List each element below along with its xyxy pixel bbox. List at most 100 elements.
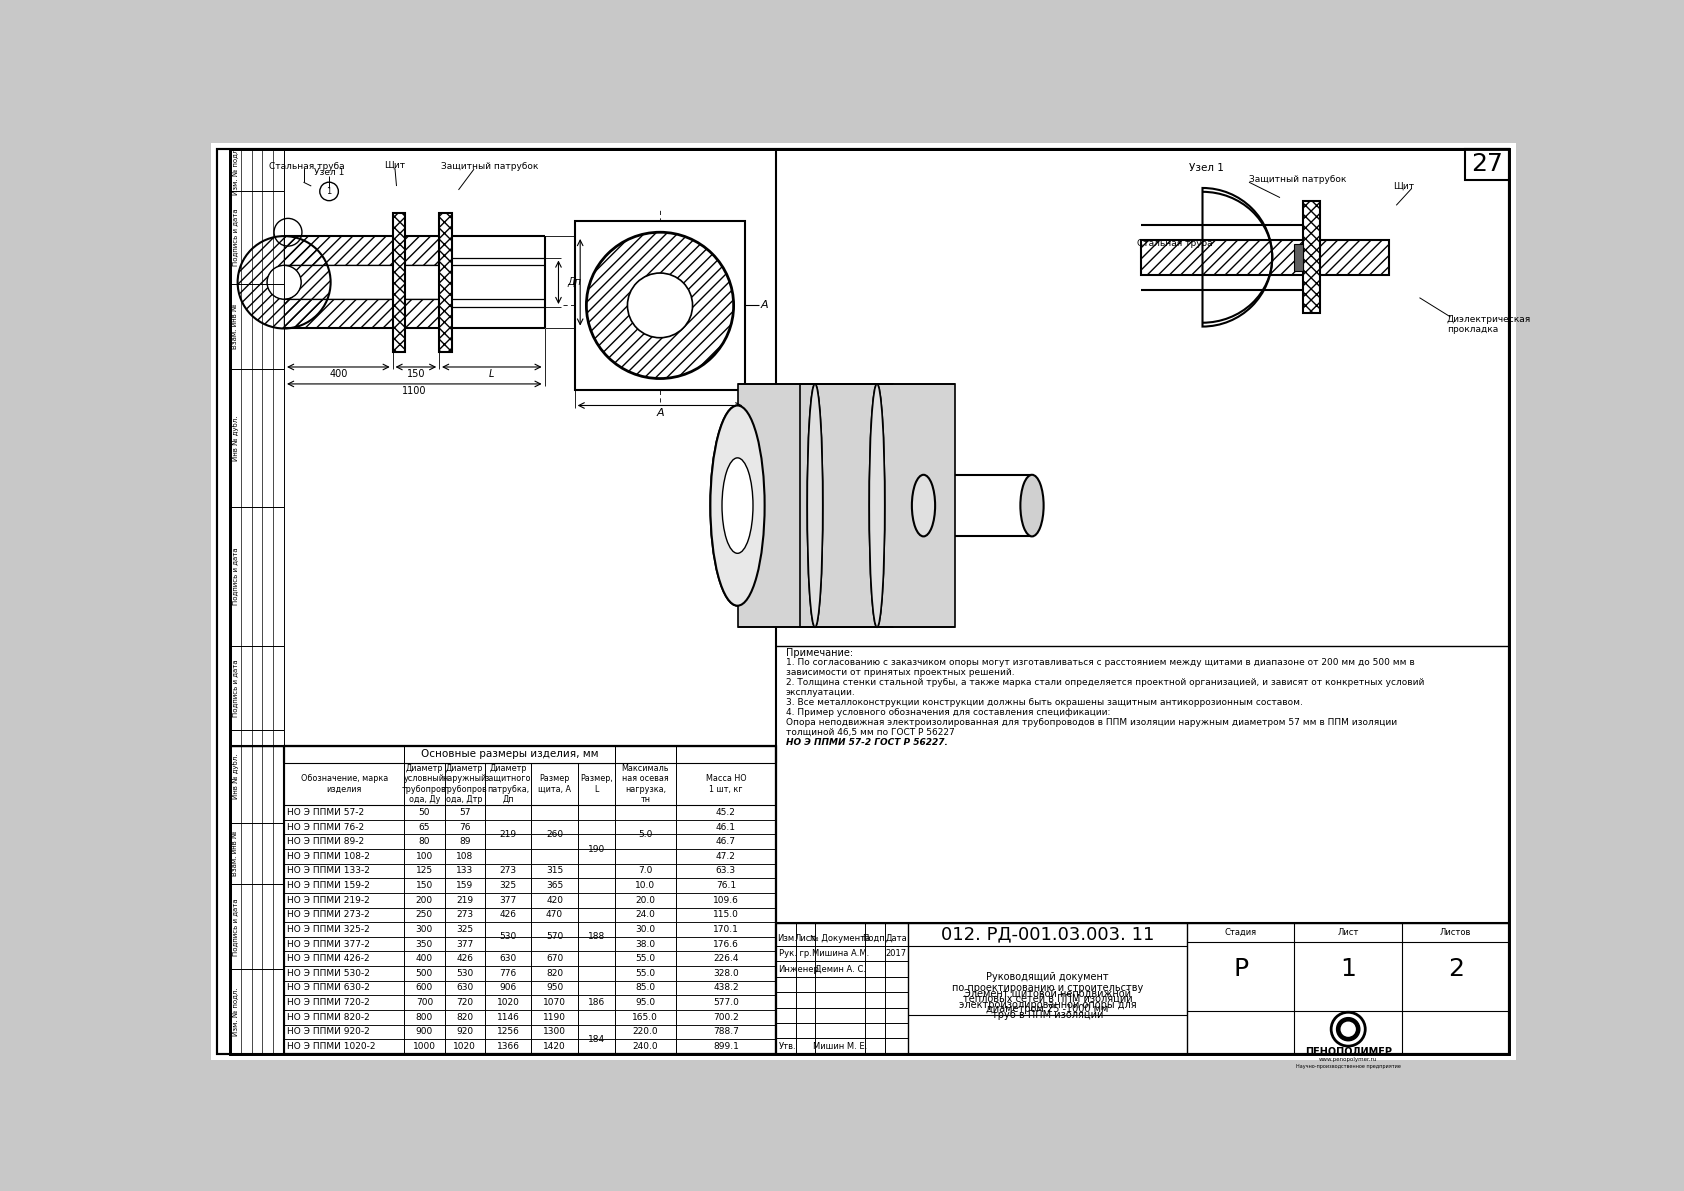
- Ellipse shape: [711, 405, 765, 606]
- Text: 190: 190: [588, 844, 605, 854]
- Text: НО Э ППМИ 219-2: НО Э ППМИ 219-2: [288, 896, 370, 905]
- Text: 30.0: 30.0: [635, 925, 655, 934]
- Text: 65: 65: [419, 823, 429, 831]
- Bar: [1465, 149, 1509, 180]
- Text: Диэлектрическая
прокладка: Диэлектрическая прокладка: [1447, 314, 1531, 335]
- Text: 260: 260: [546, 830, 562, 838]
- Text: 89: 89: [460, 837, 470, 846]
- Text: 1070: 1070: [544, 998, 566, 1008]
- Text: 250: 250: [416, 910, 433, 919]
- Text: 012. РД-001.03.003. 11: 012. РД-001.03.003. 11: [941, 925, 1154, 943]
- Text: НО Э ППМИ 159-2: НО Э ППМИ 159-2: [288, 881, 370, 890]
- Text: 1256: 1256: [497, 1028, 520, 1036]
- Circle shape: [628, 273, 692, 338]
- Text: Утв.: Утв.: [778, 1042, 797, 1050]
- Text: 700: 700: [416, 998, 433, 1008]
- Circle shape: [1337, 1017, 1359, 1041]
- Text: Щит: Щит: [1393, 181, 1415, 191]
- Text: 176.6: 176.6: [712, 940, 739, 948]
- Ellipse shape: [896, 405, 951, 606]
- Text: 63.3: 63.3: [716, 867, 736, 875]
- Text: Узел 1: Узел 1: [313, 168, 344, 177]
- Text: НО Э ППМИ 426-2: НО Э ППМИ 426-2: [288, 954, 370, 964]
- Text: Опора неподвижная электроизолированная для трубопроводов в ППМ изоляции наружным: Опора неподвижная электроизолированная д…: [785, 718, 1396, 728]
- Bar: [231, 730, 285, 823]
- Text: 55.0: 55.0: [635, 954, 655, 964]
- Text: 470: 470: [546, 910, 562, 919]
- Bar: [231, 646, 285, 730]
- Bar: [776, 923, 1509, 1054]
- Bar: [1293, 244, 1303, 270]
- Text: № Документа: № Документа: [810, 934, 871, 943]
- Bar: [406, 236, 440, 266]
- Ellipse shape: [722, 457, 753, 554]
- Bar: [285, 746, 776, 1054]
- Text: 24.0: 24.0: [635, 910, 655, 919]
- Text: НО Э ППМИ 720-2: НО Э ППМИ 720-2: [288, 998, 370, 1008]
- Text: Элемент щитовой неподвижной: Элемент щитовой неподвижной: [963, 989, 1132, 999]
- Text: 899.1: 899.1: [712, 1042, 739, 1050]
- Text: 400: 400: [328, 369, 347, 379]
- Text: НО Э ППМИ 89-2: НО Э ППМИ 89-2: [288, 837, 364, 846]
- Text: 315: 315: [546, 867, 562, 875]
- Text: 950: 950: [546, 984, 562, 992]
- Text: Максималь
ная осевая
нагрузка,
тн: Максималь ная осевая нагрузка, тн: [621, 763, 669, 804]
- Bar: [231, 283, 285, 368]
- Text: 1. По согласованию с заказчиком опоры могут изготавливаться с расстоянием между : 1. По согласованию с заказчиком опоры мо…: [785, 659, 1415, 667]
- Bar: [285, 746, 776, 1054]
- Text: 125: 125: [416, 867, 433, 875]
- Text: 115.0: 115.0: [712, 910, 739, 919]
- Text: Дата: Дата: [886, 934, 908, 943]
- Text: Подпись и дата: Подпись и дата: [232, 208, 239, 267]
- Text: НО Э ППМИ 57-2 ГОСТ Р 56227.: НО Э ППМИ 57-2 ГОСТ Р 56227.: [785, 738, 948, 747]
- Text: 226.4: 226.4: [712, 954, 739, 964]
- Text: 670: 670: [546, 954, 562, 964]
- Text: 219: 219: [456, 896, 473, 905]
- Text: по проектированию и строительству: по проектированию и строительству: [951, 983, 1143, 992]
- Text: 1: 1: [1340, 958, 1356, 981]
- Text: 720: 720: [456, 998, 473, 1008]
- Text: Руководящий документ: Руководящий документ: [987, 972, 1108, 981]
- Text: 350: 350: [416, 940, 433, 948]
- Text: А: А: [761, 300, 768, 311]
- Text: 420: 420: [546, 896, 562, 905]
- Text: 600: 600: [416, 984, 433, 992]
- Text: Лист: Лист: [1337, 928, 1359, 937]
- Bar: [392, 213, 406, 351]
- Bar: [231, 885, 285, 969]
- Text: Инв № дубл.: Инв № дубл.: [232, 754, 239, 799]
- Text: www.penopolymer.ru: www.penopolymer.ru: [1319, 1058, 1378, 1062]
- Text: 906: 906: [500, 984, 517, 992]
- Text: НО Э ППМИ 377-2: НО Э ППМИ 377-2: [288, 940, 370, 948]
- Text: 273: 273: [500, 867, 517, 875]
- Text: диаметром 25 -1000 мм: диаметром 25 -1000 мм: [987, 1004, 1108, 1015]
- Ellipse shape: [807, 384, 823, 628]
- Text: НО Э ППМИ 108-2: НО Э ППМИ 108-2: [288, 852, 370, 861]
- Text: Р: Р: [1233, 958, 1248, 981]
- Text: Стадия: Стадия: [1224, 928, 1256, 937]
- Circle shape: [1340, 1022, 1356, 1036]
- Text: толщиной 46,5 мм по ГОСТ Р 56227: толщиной 46,5 мм по ГОСТ Р 56227: [785, 728, 955, 737]
- Text: 109.6: 109.6: [712, 896, 739, 905]
- Text: 108: 108: [456, 852, 473, 861]
- Text: 45.2: 45.2: [716, 807, 736, 817]
- Text: Мишин М. Е.: Мишин М. Е.: [813, 1042, 867, 1050]
- Text: Научно-производственное предприятие: Научно-производственное предприятие: [1295, 1064, 1401, 1068]
- Text: НО Э ППМИ 920-2: НО Э ППМИ 920-2: [288, 1028, 370, 1036]
- Text: 820: 820: [546, 968, 562, 978]
- Circle shape: [586, 232, 734, 379]
- Bar: [285, 299, 392, 329]
- Text: Лист: Лист: [795, 934, 815, 943]
- Text: Инженер: Инженер: [778, 965, 820, 973]
- Bar: [440, 213, 451, 351]
- Bar: [738, 384, 893, 628]
- Text: Защитный патрубок: Защитный патрубок: [1250, 175, 1347, 185]
- Text: 47.2: 47.2: [716, 852, 736, 861]
- Text: 27: 27: [1472, 152, 1504, 176]
- Text: 438.2: 438.2: [712, 984, 739, 992]
- Bar: [231, 368, 285, 507]
- Text: 1020: 1020: [453, 1042, 477, 1050]
- Text: НО Э ППМИ 1020-2: НО Э ППМИ 1020-2: [288, 1042, 376, 1050]
- Text: 184: 184: [588, 1035, 605, 1043]
- Ellipse shape: [869, 384, 884, 628]
